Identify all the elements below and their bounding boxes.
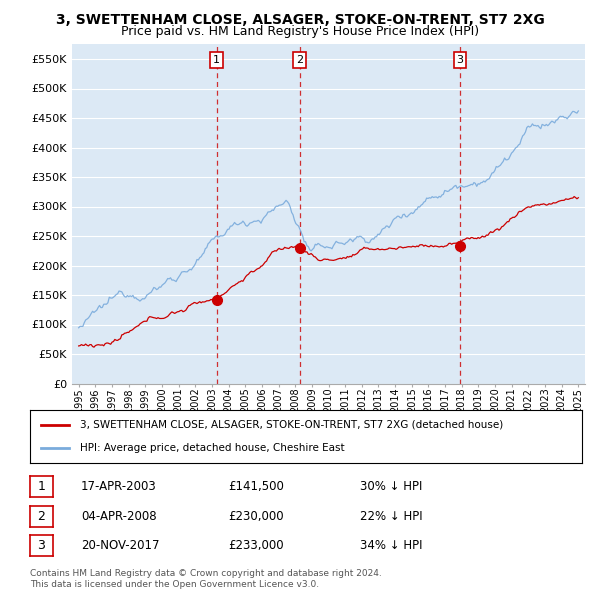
Text: 2: 2 [296,55,303,65]
Text: £230,000: £230,000 [228,510,284,523]
Text: 2: 2 [37,510,46,523]
Text: 3: 3 [37,539,46,552]
Text: 22% ↓ HPI: 22% ↓ HPI [360,510,422,523]
Text: 34% ↓ HPI: 34% ↓ HPI [360,539,422,552]
Text: Contains HM Land Registry data © Crown copyright and database right 2024.: Contains HM Land Registry data © Crown c… [30,569,382,578]
Text: 20-NOV-2017: 20-NOV-2017 [81,539,160,552]
Text: 3, SWETTENHAM CLOSE, ALSAGER, STOKE-ON-TRENT, ST7 2XG: 3, SWETTENHAM CLOSE, ALSAGER, STOKE-ON-T… [56,13,544,27]
Text: 3: 3 [457,55,463,65]
Text: £141,500: £141,500 [228,480,284,493]
Text: 04-APR-2008: 04-APR-2008 [81,510,157,523]
Text: Price paid vs. HM Land Registry's House Price Index (HPI): Price paid vs. HM Land Registry's House … [121,25,479,38]
Text: £233,000: £233,000 [228,539,284,552]
Text: 30% ↓ HPI: 30% ↓ HPI [360,480,422,493]
Text: 1: 1 [37,480,46,493]
Text: 17-APR-2003: 17-APR-2003 [81,480,157,493]
Text: 3, SWETTENHAM CLOSE, ALSAGER, STOKE-ON-TRENT, ST7 2XG (detached house): 3, SWETTENHAM CLOSE, ALSAGER, STOKE-ON-T… [80,420,503,430]
Text: This data is licensed under the Open Government Licence v3.0.: This data is licensed under the Open Gov… [30,579,319,589]
Text: 1: 1 [213,55,220,65]
Text: HPI: Average price, detached house, Cheshire East: HPI: Average price, detached house, Ches… [80,443,344,453]
